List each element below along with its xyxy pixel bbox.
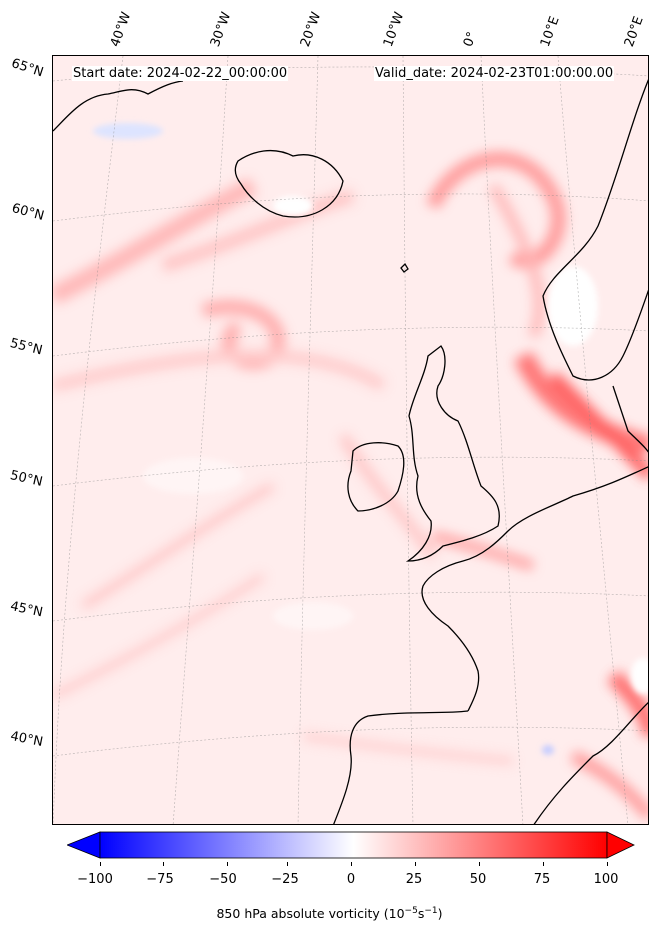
colorbar bbox=[67, 831, 635, 859]
colorbar-label: 850 hPa absolute vorticity (10−5s−1) bbox=[216, 906, 443, 922]
lon-label-20w: 20°W bbox=[297, 10, 325, 49]
colorbar-gradient bbox=[99, 831, 608, 859]
vorticity-field bbox=[53, 152, 648, 820]
lat-label-45n: 45°N bbox=[8, 599, 45, 621]
cb-tick-label: 25 bbox=[405, 872, 423, 887]
cb-tickmark bbox=[479, 862, 480, 866]
cb-tickmark bbox=[100, 862, 101, 866]
cb-tickmark bbox=[351, 862, 352, 866]
map-panel[interactable] bbox=[52, 55, 649, 825]
start-date-label: Start date: 2024-02-22_00:00:00 bbox=[72, 66, 289, 81]
cb-tick-label: −25 bbox=[271, 872, 299, 887]
cb-tick-label: −50 bbox=[209, 872, 237, 887]
lon-label-0: 0° bbox=[460, 29, 481, 49]
lat-label-55n: 55°N bbox=[8, 336, 44, 359]
cb-tickmark bbox=[227, 862, 228, 866]
lat-label-40n: 40°N bbox=[9, 729, 45, 750]
colorbar-min-arrow bbox=[67, 831, 101, 859]
cb-tick-label: 100 bbox=[593, 872, 619, 887]
valid-date-label: Valid_date: 2024-02-23T01:00:00.00 bbox=[374, 66, 615, 81]
cb-tickmark bbox=[163, 862, 164, 866]
cb-tick-label: 50 bbox=[469, 872, 487, 887]
lat-label-60n: 60°N bbox=[10, 201, 46, 224]
lon-label-10w: 10°W bbox=[380, 10, 408, 49]
cb-tick-label: −75 bbox=[146, 872, 174, 887]
lon-label-40w: 40°W bbox=[107, 10, 135, 49]
lon-label-10e: 10°E bbox=[537, 14, 563, 50]
vorticity-field-light bbox=[93, 123, 648, 755]
colorbar-max-arrow bbox=[606, 831, 635, 859]
coastlines bbox=[53, 79, 648, 824]
lat-label-50n: 50°N bbox=[8, 468, 44, 490]
cb-tickmark bbox=[607, 862, 608, 866]
cb-tick-label: 75 bbox=[533, 872, 551, 887]
cb-tick-label: −100 bbox=[77, 872, 113, 887]
vorticity-map bbox=[53, 56, 648, 824]
lon-label-30w: 30°W bbox=[207, 10, 235, 49]
cb-tickmark bbox=[415, 862, 416, 866]
lon-label-20e: 20°E bbox=[621, 14, 647, 50]
cb-tickmark bbox=[287, 862, 288, 866]
cb-tick-label: 0 bbox=[346, 872, 356, 887]
lat-label-65n: 65°N bbox=[9, 56, 46, 81]
cb-tickmark bbox=[543, 862, 544, 866]
